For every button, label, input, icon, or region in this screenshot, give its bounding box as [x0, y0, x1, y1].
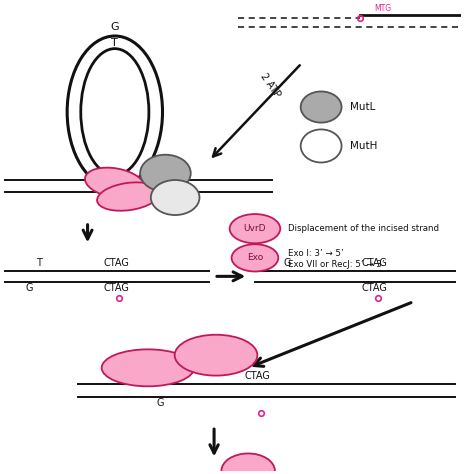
- Ellipse shape: [301, 129, 342, 163]
- Text: Exo VII or RecJ: 5’ → 3’: Exo VII or RecJ: 5’ → 3’: [288, 260, 385, 269]
- Text: G: G: [164, 192, 170, 201]
- Text: Exo: Exo: [247, 254, 263, 263]
- Text: UvrD: UvrD: [244, 224, 266, 233]
- Text: CTAG: CTAG: [362, 283, 388, 293]
- Ellipse shape: [301, 91, 342, 123]
- Text: G: G: [26, 283, 33, 293]
- Ellipse shape: [232, 244, 278, 272]
- Ellipse shape: [229, 214, 280, 243]
- Ellipse shape: [221, 454, 275, 474]
- Text: MutH: MutH: [350, 141, 378, 151]
- Text: G: G: [110, 22, 119, 32]
- Text: DNA Ligase: DNA Ligase: [124, 363, 172, 372]
- Text: Exo I: 3’ → 5’: Exo I: 3’ → 5’: [288, 249, 344, 258]
- Text: T: T: [111, 37, 118, 48]
- Text: G: G: [283, 257, 291, 268]
- Text: MutL: MutL: [350, 102, 376, 112]
- Ellipse shape: [97, 182, 160, 211]
- Text: Displacement of the incised strand: Displacement of the incised strand: [288, 224, 439, 233]
- Text: MTG: MTG: [374, 4, 392, 13]
- Text: Pol III: Pol III: [203, 350, 229, 360]
- Text: CTAG: CTAG: [362, 257, 388, 268]
- Ellipse shape: [102, 349, 194, 386]
- Ellipse shape: [140, 155, 191, 191]
- Text: CTAG: CTAG: [104, 283, 130, 293]
- Ellipse shape: [81, 49, 149, 175]
- Ellipse shape: [67, 36, 163, 188]
- Text: CTAG: CTAG: [104, 257, 130, 268]
- Text: G: G: [157, 398, 164, 408]
- Ellipse shape: [151, 180, 200, 215]
- Ellipse shape: [85, 168, 145, 198]
- Text: CTAG: CTAG: [245, 372, 271, 382]
- Text: CT: CT: [143, 192, 154, 201]
- Text: T: T: [36, 257, 42, 268]
- Ellipse shape: [175, 335, 257, 375]
- Text: 2 ATP: 2 ATP: [259, 72, 283, 99]
- Text: GATC: GATC: [153, 168, 174, 177]
